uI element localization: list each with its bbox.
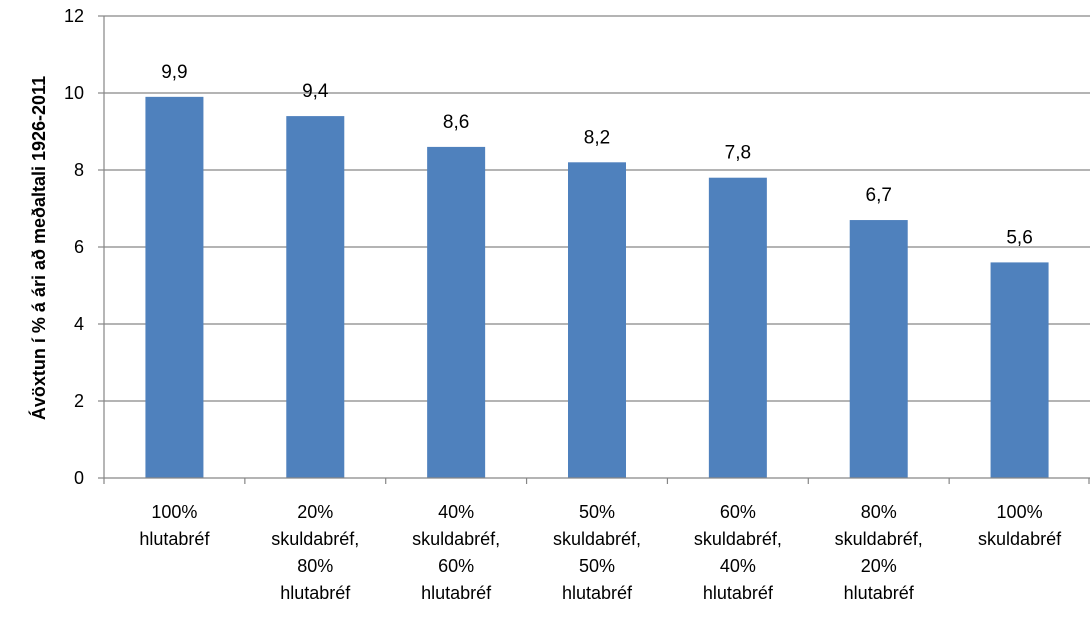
x-category-label: skuldabréf, bbox=[271, 529, 359, 549]
y-tick-label: 6 bbox=[74, 237, 84, 257]
y-tick-label: 10 bbox=[64, 83, 84, 103]
bar bbox=[286, 116, 345, 478]
x-category-label: 100% bbox=[151, 502, 197, 522]
bar bbox=[568, 162, 626, 479]
y-axis-title: Ávöxtun í % á ári að meðaltali 1926-2011 bbox=[28, 76, 49, 420]
labels: 0 2 4 6 8 10 12 9,9 100% hlutabréf 9,4 20% skuldabré… bbox=[64, 6, 1062, 603]
x-category-label: 100% bbox=[997, 502, 1043, 522]
x-category-label: 60% bbox=[438, 556, 474, 576]
x-category-label: hlutabréf bbox=[703, 583, 774, 603]
axes bbox=[98, 15, 1090, 484]
x-category-label: 20% bbox=[297, 502, 333, 522]
x-category-label: hlutabréf bbox=[562, 583, 633, 603]
data-label: 5,6 bbox=[1006, 227, 1032, 248]
bar bbox=[990, 262, 1049, 478]
data-label: 6,7 bbox=[866, 185, 892, 206]
x-category-label: 80% bbox=[861, 502, 897, 522]
x-category-label: skuldabréf, bbox=[835, 529, 923, 549]
bars bbox=[145, 96, 1049, 479]
x-category-label: 60% bbox=[720, 502, 756, 522]
data-label: 8,6 bbox=[443, 112, 469, 133]
x-category-label: skuldabréf, bbox=[553, 529, 641, 549]
bar bbox=[427, 146, 486, 478]
data-label: 7,8 bbox=[725, 143, 751, 164]
data-label: 9,9 bbox=[161, 62, 187, 83]
x-category-label: 50% bbox=[579, 502, 615, 522]
y-tick-label: 12 bbox=[64, 6, 84, 26]
data-label: 9,4 bbox=[302, 81, 329, 102]
x-category-label: 40% bbox=[720, 556, 756, 576]
y-tick-label: 2 bbox=[74, 391, 84, 411]
x-category-label: hlutabréf bbox=[280, 583, 351, 603]
x-category-label: 80% bbox=[297, 556, 333, 576]
y-tick-label: 0 bbox=[74, 468, 84, 488]
y-tick-label: 8 bbox=[74, 160, 84, 180]
x-category-label: 40% bbox=[438, 502, 474, 522]
x-category-label: skuldabréf bbox=[978, 529, 1062, 549]
x-category-label: hlutabréf bbox=[421, 583, 492, 603]
data-label: 8,2 bbox=[584, 127, 610, 148]
x-category-label: 20% bbox=[861, 556, 897, 576]
y-tick-label: 4 bbox=[74, 314, 84, 334]
x-category-label: skuldabréf, bbox=[694, 529, 782, 549]
x-category-label: hlutabréf bbox=[844, 583, 915, 603]
x-category-label: 50% bbox=[579, 556, 615, 576]
x-category-label: hlutabréf bbox=[139, 529, 210, 549]
bar bbox=[849, 220, 908, 479]
x-category-label: skuldabréf, bbox=[412, 529, 500, 549]
bar bbox=[145, 96, 204, 478]
bar bbox=[708, 177, 767, 478]
